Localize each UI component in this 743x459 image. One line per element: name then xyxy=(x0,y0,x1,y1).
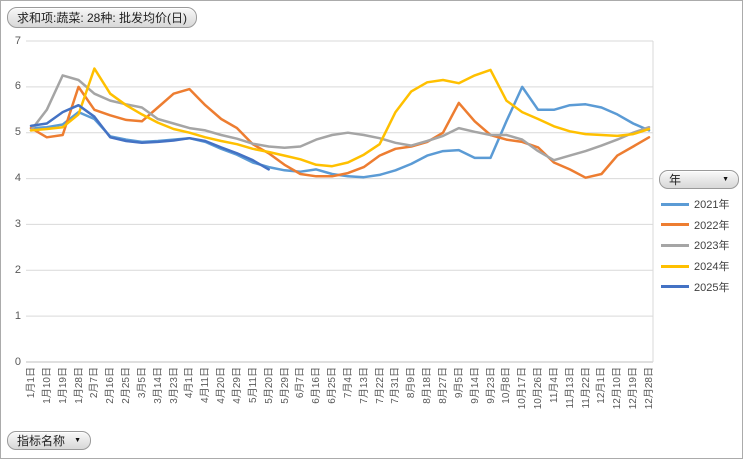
axis-field-label: 指标名称 xyxy=(17,434,66,448)
x-tick-label-19: 6月16日 xyxy=(311,367,323,404)
x-tick-label-5: 2月7日 xyxy=(89,367,101,399)
y-tick-label-3: 3 xyxy=(14,217,21,230)
x-tick-label-10: 3月23日 xyxy=(168,367,180,404)
x-tick-label-22: 7月13日 xyxy=(358,367,370,404)
x-tick-label-25: 8月9日 xyxy=(406,367,418,399)
x-tick-label-20: 6月25日 xyxy=(327,367,339,404)
x-tick-label-3: 1月19日 xyxy=(57,367,69,404)
legend-line-swatch xyxy=(661,223,689,227)
x-tick-label-37: 12月1日 xyxy=(596,367,608,404)
x-tick-label-40: 12月28日 xyxy=(644,367,655,410)
y-tick-label-4: 4 xyxy=(14,172,21,185)
legend-item-2022年: 2022年 xyxy=(661,215,741,236)
x-tick-label-28: 9月5日 xyxy=(453,367,465,399)
x-tick-label-6: 2月16日 xyxy=(105,367,117,404)
x-tick-label-39: 12月19日 xyxy=(628,367,640,410)
x-tick-label-38: 12月10日 xyxy=(612,367,624,410)
legend-label: 2025年 xyxy=(694,281,730,294)
x-tick-label-36: 11月22日 xyxy=(580,367,592,409)
x-tick-label-21: 7月4日 xyxy=(342,367,354,399)
legend-line-swatch xyxy=(661,264,689,268)
x-tick-label-33: 10月26日 xyxy=(533,367,545,410)
series-line-2025年 xyxy=(29,103,270,171)
chevron-down-icon: ▼ xyxy=(74,437,81,444)
legend-label: 2023年 xyxy=(694,240,730,253)
x-tick-label-27: 8月27日 xyxy=(438,367,449,404)
y-tick-label-5: 5 xyxy=(14,126,21,139)
x-tick-label-24: 7月31日 xyxy=(390,367,402,404)
value-field-button[interactable]: 求和项:蔬菜: 28种: 批发均价(日) xyxy=(7,7,198,28)
value-field-label: 求和项:蔬菜: 28种: 批发均价(日) xyxy=(17,11,188,25)
chevron-down-icon: ▼ xyxy=(722,176,729,183)
series-line-2023年 xyxy=(29,74,651,162)
x-tick-label-32: 10月17日 xyxy=(517,367,529,410)
x-tick-label-2: 1月10日 xyxy=(41,367,53,404)
x-tick-label-15: 5月11日 xyxy=(247,367,259,403)
legend-line-swatch xyxy=(661,285,689,289)
legend-label: 2022年 xyxy=(694,219,730,232)
legend-item-2025年: 2025年 xyxy=(661,276,741,297)
x-tick-label-31: 10月8日 xyxy=(501,367,513,404)
x-tick-label-35: 11月13日 xyxy=(564,367,576,409)
y-tick-label-7: 7 xyxy=(14,34,21,47)
x-tick-label-1: 1月1日 xyxy=(26,367,37,399)
x-tick-label-30: 9月23日 xyxy=(485,367,497,404)
x-tick-label-4: 1月28日 xyxy=(73,367,85,404)
legend-item-2024年: 2024年 xyxy=(661,256,741,277)
x-tick-label-17: 5月29日 xyxy=(279,367,291,404)
legend-label: 2024年 xyxy=(694,261,730,274)
legend-field-button[interactable]: 年 ▼ xyxy=(659,170,739,189)
legend-line-swatch xyxy=(661,202,689,206)
y-tick-label-1: 1 xyxy=(14,309,21,322)
chart-legend: 2021年 2022年 2023年 2024年 2025年 xyxy=(661,194,741,297)
x-tick-label-26: 8月18日 xyxy=(422,367,434,404)
legend-field-label: 年 xyxy=(669,173,682,187)
x-tick-label-18: 6月7日 xyxy=(295,367,307,399)
x-tick-label-8: 3月5日 xyxy=(136,367,148,399)
legend-line-swatch xyxy=(661,243,689,247)
legend-item-2023年: 2023年 xyxy=(661,235,741,256)
x-tick-label-13: 4月20日 xyxy=(216,367,228,404)
x-tick-label-16: 5月20日 xyxy=(263,367,275,404)
x-tick-label-9: 3月14日 xyxy=(152,367,164,404)
y-tick-label-2: 2 xyxy=(14,263,21,276)
x-tick-label-11: 4月1日 xyxy=(184,367,196,399)
series-line-2024年 xyxy=(29,67,651,168)
x-tick-label-29: 9月14日 xyxy=(469,367,481,404)
x-tick-label-34: 11月4日 xyxy=(548,367,560,403)
y-tick-label-6: 6 xyxy=(14,80,21,93)
x-tick-label-7: 2月25日 xyxy=(121,367,133,404)
axis-field-button[interactable]: 指标名称 ▼ xyxy=(7,431,91,450)
y-tick-label-0: 0 xyxy=(14,355,21,368)
legend-label: 2021年 xyxy=(694,199,730,212)
legend-item-2021年: 2021年 xyxy=(661,194,741,215)
x-tick-label-23: 7月22日 xyxy=(374,367,386,404)
x-tick-label-12: 4月11日 xyxy=(200,367,212,403)
x-tick-label-14: 4月29日 xyxy=(232,367,243,404)
